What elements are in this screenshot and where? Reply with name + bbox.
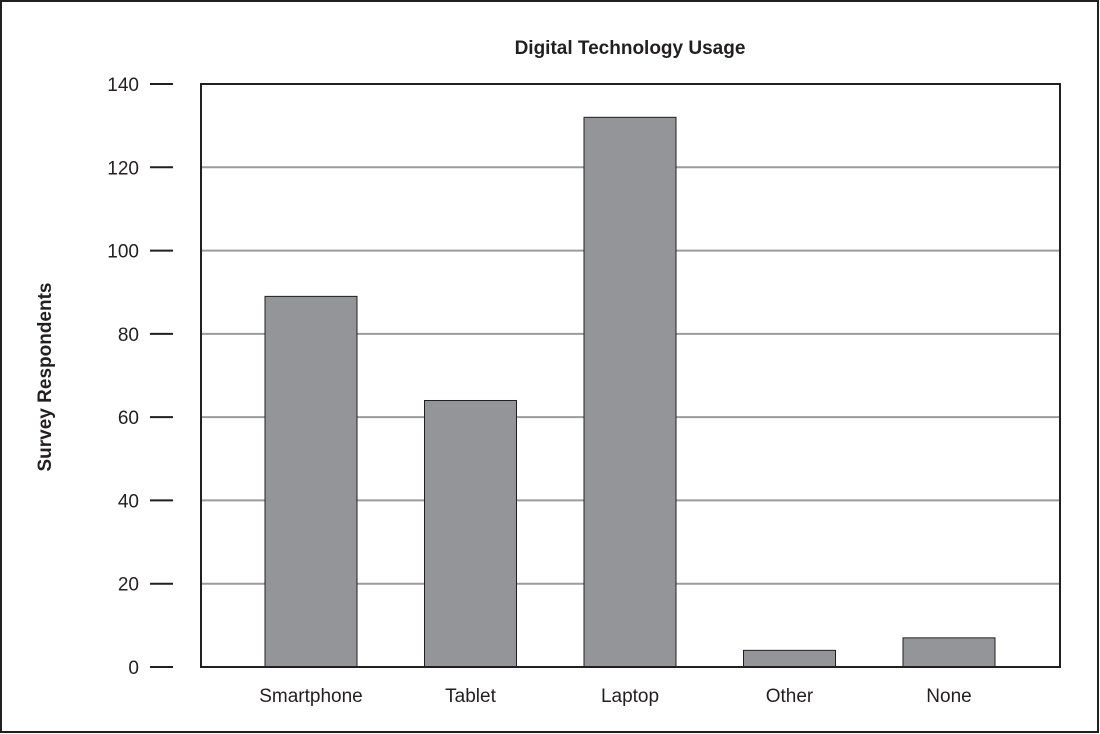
y-tick-label: 60 — [118, 408, 139, 429]
bar-laptop — [583, 116, 677, 668]
y-tick-label: 100 — [107, 242, 139, 263]
y-axis-label: Survey Respondents — [35, 283, 56, 472]
y-tick-label: 80 — [118, 325, 139, 346]
x-category-label: Smartphone — [259, 686, 363, 707]
y-axis-ticks: 0 20 40 60 80 100 120 140 — [107, 75, 173, 679]
x-category-label: Laptop — [601, 686, 659, 707]
x-category-label: Other — [766, 686, 814, 707]
x-axis-categories: Smartphone Tablet Laptop Other None — [259, 686, 971, 707]
y-tick-label: 140 — [107, 75, 139, 96]
y-tick-label: 20 — [118, 575, 139, 596]
y-tick-label: 40 — [118, 491, 139, 512]
y-tick-label: 120 — [107, 158, 139, 179]
x-category-label: Tablet — [445, 686, 496, 707]
bar-none — [902, 637, 996, 668]
bar-smartphone — [264, 295, 358, 668]
bars — [264, 116, 996, 668]
bar-tablet — [424, 399, 517, 668]
x-category-label: None — [926, 686, 971, 707]
bar-other — [743, 649, 836, 668]
plot-area — [200, 83, 1061, 668]
y-tick-label: 0 — [128, 658, 139, 679]
chart-title: Digital Technology Usage — [515, 38, 746, 59]
